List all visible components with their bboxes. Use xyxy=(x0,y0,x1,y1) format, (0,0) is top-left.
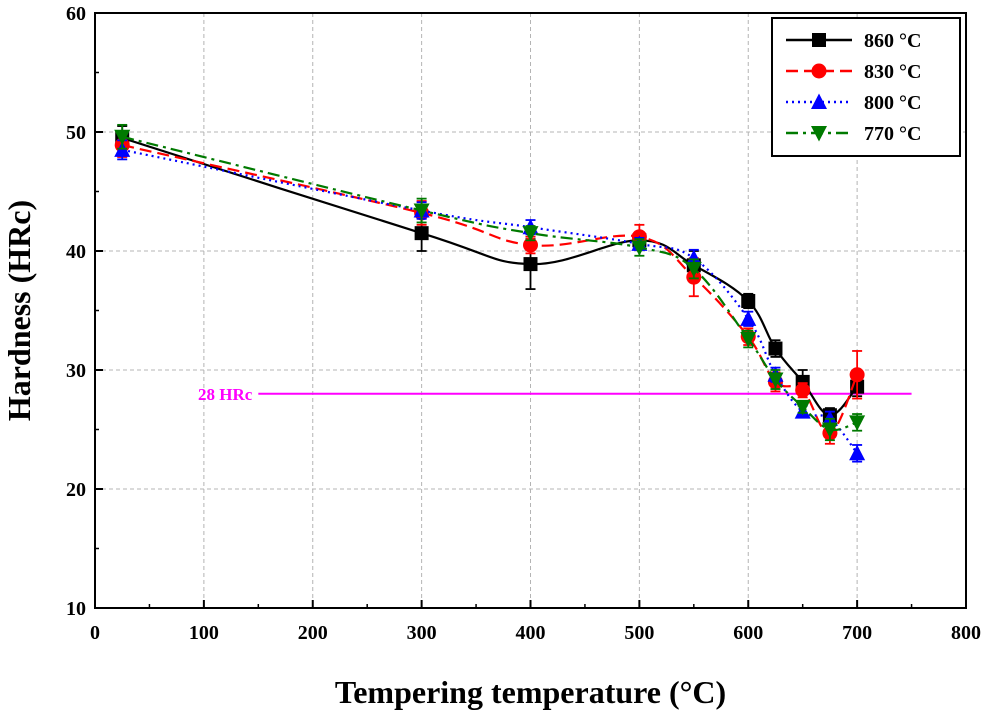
series-group xyxy=(114,123,866,463)
series-3 xyxy=(114,123,866,442)
y-axis-title: Hardness (HRc) xyxy=(1,200,37,421)
series-line xyxy=(121,144,859,435)
data-point xyxy=(685,249,702,266)
legend-label: 860 °C xyxy=(864,30,921,52)
data-point xyxy=(114,129,131,146)
x-tick-label: 800 xyxy=(951,622,981,644)
data-point xyxy=(768,341,783,356)
x-tick-label: 100 xyxy=(189,622,219,644)
x-tick-label: 600 xyxy=(733,622,763,644)
reference-label: 28 HRc xyxy=(198,385,253,404)
legend-marker xyxy=(811,93,827,109)
data-point xyxy=(631,240,648,256)
data-point xyxy=(849,415,866,431)
data-point xyxy=(821,422,838,438)
data-point xyxy=(523,257,538,272)
x-tick-label: 200 xyxy=(298,622,328,644)
series-0 xyxy=(115,125,865,424)
x-tick-label: 400 xyxy=(516,622,546,644)
data-point xyxy=(741,293,756,308)
data-point xyxy=(849,367,865,383)
data-point xyxy=(523,237,538,253)
legend-label: 800 °C xyxy=(864,92,921,114)
x-axis-title: Tempering temperature (°C) xyxy=(335,674,726,710)
data-point xyxy=(740,332,757,348)
data-point xyxy=(795,382,811,398)
y-tick-label: 10 xyxy=(66,598,86,620)
data-point xyxy=(685,261,702,278)
y-tick-label: 40 xyxy=(66,241,86,263)
y-tick-label: 50 xyxy=(66,122,86,144)
legend-marker xyxy=(811,126,827,142)
legend-marker xyxy=(811,63,827,79)
legend-marker xyxy=(812,33,826,47)
legend-label: 770 °C xyxy=(864,123,921,145)
data-point xyxy=(414,226,429,241)
data-point xyxy=(522,226,539,242)
x-tick-label: 300 xyxy=(407,622,437,644)
data-point xyxy=(413,203,430,220)
data-point xyxy=(794,399,811,416)
y-tick-label: 60 xyxy=(66,3,86,25)
legend-label: 830 °C xyxy=(864,61,921,83)
series-line xyxy=(121,136,858,417)
axis-ticks: 0 100 200 300 400 500 600 700 800 10 20 30 40 50 60 xyxy=(66,3,981,644)
x-tick-label: 0 xyxy=(90,622,100,644)
data-point xyxy=(740,310,757,326)
y-tick-label: 30 xyxy=(66,360,86,382)
data-point xyxy=(767,372,784,389)
legend: 860 °C 830 °C 800 °C 770 °C xyxy=(771,17,961,157)
x-tick-label: 500 xyxy=(624,622,654,644)
x-tick-label: 700 xyxy=(842,622,872,644)
y-tick-label: 20 xyxy=(66,479,86,501)
data-point xyxy=(849,444,866,461)
